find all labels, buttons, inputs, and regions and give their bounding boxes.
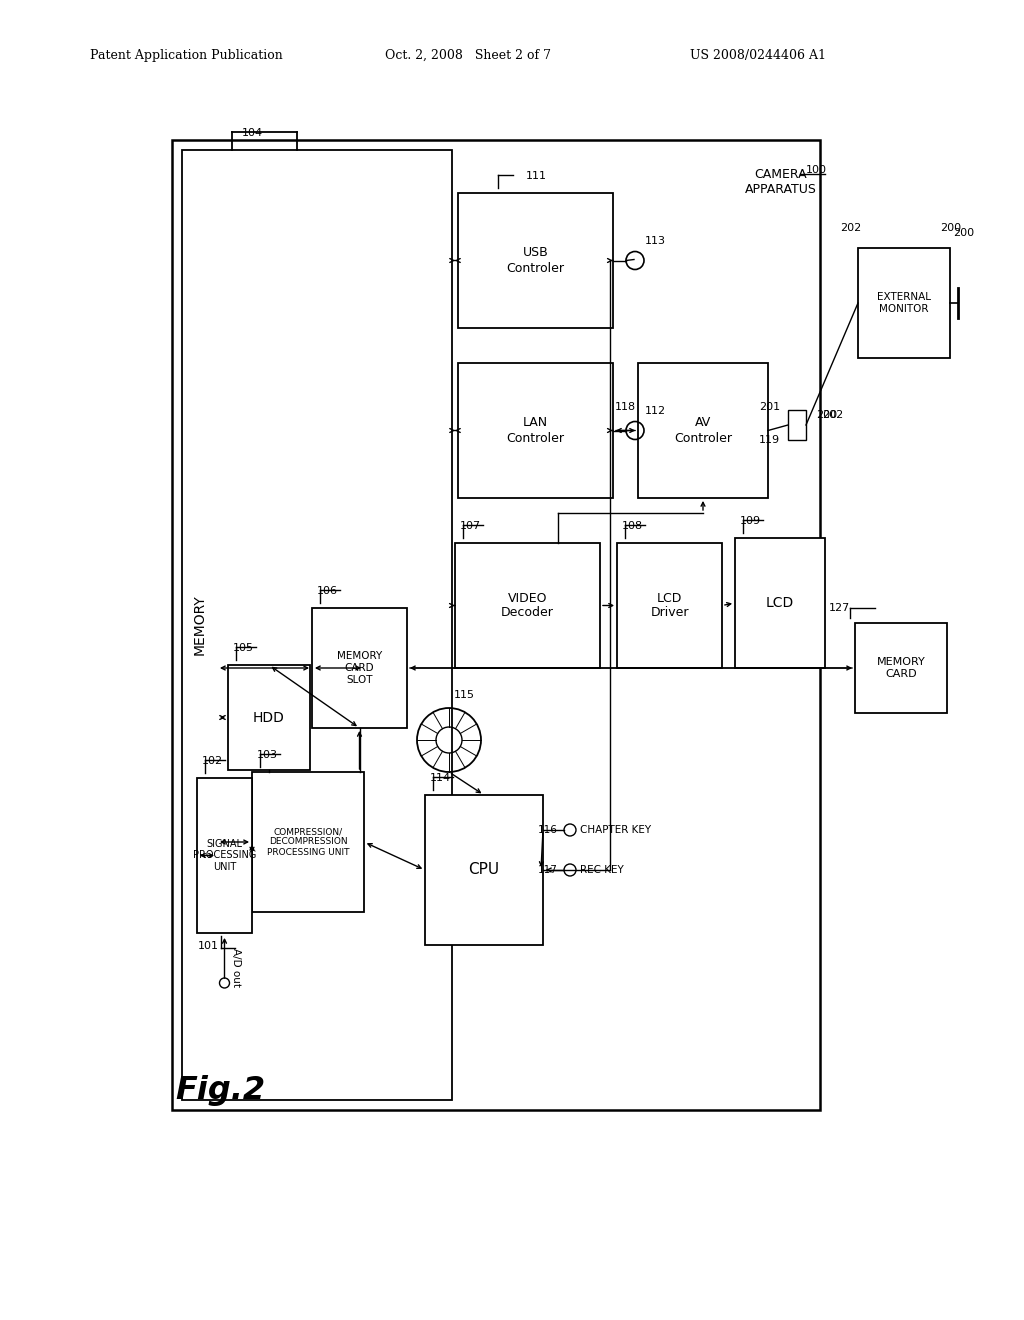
Bar (858, 248, 950, 358)
Text: 200: 200 (953, 228, 974, 238)
Text: CPU: CPU (468, 862, 500, 878)
Text: VIDEO
Decoder: VIDEO Decoder (501, 591, 554, 619)
Text: 108: 108 (622, 521, 643, 531)
Bar (228, 665, 310, 770)
Bar (172, 140, 820, 1110)
Bar (458, 193, 613, 327)
Bar (252, 772, 364, 912)
Text: MEMORY
CARD
SLOT: MEMORY CARD SLOT (337, 651, 382, 685)
Text: 118: 118 (615, 403, 636, 412)
Text: 127: 127 (828, 603, 850, 612)
Text: USB
Controler: USB Controler (507, 247, 564, 275)
Text: A/D out: A/D out (230, 949, 241, 987)
Text: COMPRESSION/
DECOMPRESSION
PROCESSING UNIT: COMPRESSION/ DECOMPRESSION PROCESSING UN… (266, 828, 349, 857)
Bar (455, 543, 600, 668)
Text: 109: 109 (740, 516, 761, 525)
Bar (617, 543, 722, 668)
Text: MEMORY
CARD: MEMORY CARD (877, 657, 926, 678)
Text: 113: 113 (645, 236, 666, 247)
Text: Fig.2: Fig.2 (175, 1074, 265, 1106)
Bar (197, 777, 252, 933)
Text: SIGNAL
PROCESSING
UNIT: SIGNAL PROCESSING UNIT (193, 840, 256, 873)
Text: REC KEY: REC KEY (580, 865, 624, 875)
Text: LAN
Controler: LAN Controler (507, 417, 564, 445)
Text: 201: 201 (759, 403, 780, 412)
Bar (788, 411, 806, 440)
Text: 202: 202 (822, 411, 843, 420)
Text: 103: 103 (257, 750, 278, 760)
Text: MEMORY: MEMORY (193, 594, 207, 655)
Bar (638, 363, 768, 498)
Text: 116: 116 (539, 825, 558, 836)
Text: 115: 115 (454, 690, 475, 700)
Bar (855, 623, 947, 713)
Text: 119: 119 (759, 436, 780, 445)
Text: 200: 200 (816, 411, 838, 420)
Bar (458, 363, 613, 498)
Text: EXTERNAL
MONITOR: EXTERNAL MONITOR (877, 292, 931, 314)
Text: 106: 106 (317, 586, 338, 597)
Text: HDD: HDD (253, 710, 285, 725)
Text: 105: 105 (233, 643, 254, 653)
Text: Oct. 2, 2008   Sheet 2 of 7: Oct. 2, 2008 Sheet 2 of 7 (385, 49, 551, 62)
Text: 101: 101 (198, 941, 218, 950)
Text: LCD
Driver: LCD Driver (650, 591, 689, 619)
Text: 100: 100 (806, 165, 827, 176)
Text: 114: 114 (430, 774, 452, 783)
Text: CAMERA
APPARATUS: CAMERA APPARATUS (745, 168, 817, 195)
Bar (312, 609, 407, 729)
Text: 104: 104 (242, 128, 263, 139)
Text: 111: 111 (525, 172, 547, 181)
Text: 200: 200 (940, 223, 962, 234)
Text: US 2008/0244406 A1: US 2008/0244406 A1 (690, 49, 826, 62)
Text: LCD: LCD (766, 597, 795, 610)
Text: 107: 107 (460, 521, 481, 531)
Text: CHAPTER KEY: CHAPTER KEY (580, 825, 651, 836)
Text: 117: 117 (539, 865, 558, 875)
Bar (735, 539, 825, 668)
Text: 112: 112 (645, 407, 667, 417)
Text: Patent Application Publication: Patent Application Publication (90, 49, 283, 62)
Text: 102: 102 (202, 756, 223, 766)
Text: 202: 202 (840, 223, 861, 234)
Bar (425, 795, 543, 945)
Text: AV
Controler: AV Controler (674, 417, 732, 445)
Bar (182, 150, 452, 1100)
